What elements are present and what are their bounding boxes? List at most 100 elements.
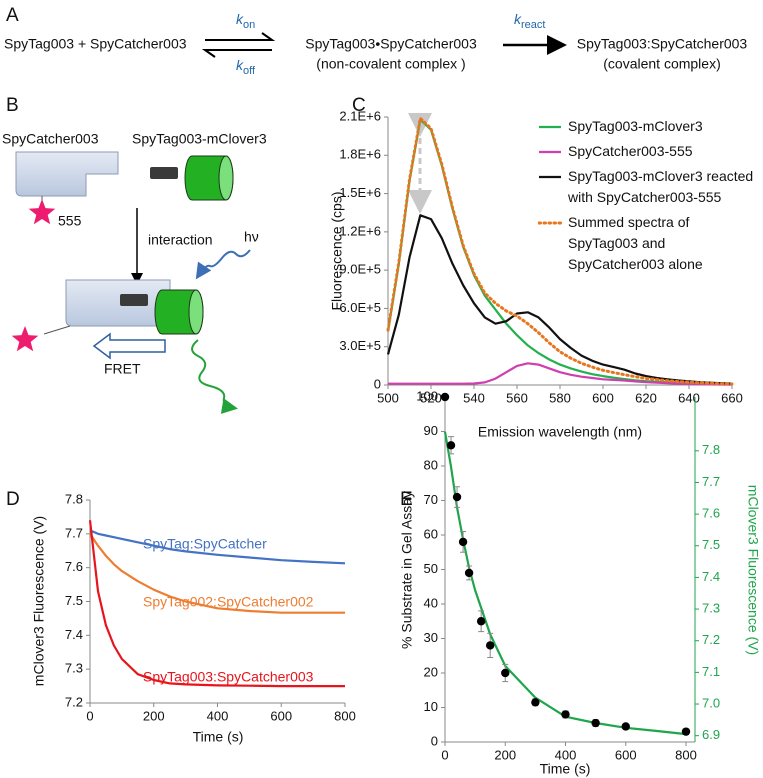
legend-swatch (539, 150, 561, 154)
legend-label: SpyTag003-mClover3 (568, 118, 703, 134)
data-point (458, 537, 468, 547)
scheme-noncovalent: SpyTag003•SpyCatcher003 (305, 36, 477, 52)
legend-swatch (539, 125, 561, 129)
x-axis-label: Time (s) (193, 729, 244, 745)
y-axis-label: Fluorescence (cps) (329, 191, 345, 310)
x-tick-label: 200 (143, 708, 165, 723)
dye-star (28, 199, 56, 225)
y-tick-label: 100 (416, 388, 438, 403)
y-tick-label: 30 (424, 630, 438, 645)
scheme-note: (covalent complex) (603, 56, 721, 72)
step-label: interaction (148, 232, 213, 248)
y2-tick-label: 7.1 (702, 664, 720, 679)
y-tick-label: 7.2 (65, 694, 83, 709)
y-tick-label: 7.3 (65, 661, 83, 676)
x-axis-label: Time (s) (540, 761, 591, 777)
x-tick-label: 200 (494, 747, 516, 762)
y-axis-label: % Substrate in Gel Assay (399, 491, 415, 649)
rate-constant: koff (236, 57, 256, 77)
y2-tick-label: 7.5 (702, 537, 720, 552)
legend-entry: SpyTag003-mClover3 reacted with SpyCatch… (538, 166, 763, 208)
scheme-reactants: SpyTag003 + SpyCatcher003 (4, 36, 187, 52)
x-tick-label: 640 (678, 390, 700, 405)
y2-tick-label: 7.3 (702, 601, 720, 616)
y-tick-label: 1.5E+6 (339, 185, 381, 200)
x-tick-label: 500 (377, 390, 399, 405)
y-tick-label: 2.1E+6 (339, 108, 381, 123)
y2-tick-label: 7.6 (702, 506, 720, 521)
panel-label: B (6, 95, 19, 116)
y-tick-label: 7.6 (65, 559, 83, 574)
x-tick-label: 400 (207, 708, 229, 723)
mclover3 (154, 289, 204, 335)
y-tick-label: 7.5 (65, 593, 83, 608)
series-line (386, 116, 734, 386)
x-tick-label: 0 (86, 708, 93, 723)
spytag (150, 167, 178, 179)
panel-label: A (6, 5, 19, 26)
rate-subscript: off (243, 65, 256, 77)
y-tick-label: 1.2E+6 (339, 223, 381, 238)
data-point (621, 722, 630, 731)
catcher-protein (65, 279, 171, 327)
data-point (561, 710, 570, 719)
data-point (476, 617, 486, 626)
catcher-protein (15, 151, 119, 197)
x-tick-label: 0 (441, 747, 448, 762)
y2-tick-label: 7.2 (702, 632, 720, 647)
mclover3 (184, 155, 234, 201)
series-line (388, 362, 733, 386)
x-tick-label: 600 (270, 708, 292, 723)
panel-label: D (6, 489, 20, 510)
legend-entry: SpyCatcher003-555 (538, 141, 763, 162)
x-tick-label: 600 (592, 390, 614, 405)
data-point (440, 392, 450, 402)
y-tick-label: 20 (424, 664, 438, 679)
series-line (88, 520, 345, 688)
x-tick-label: 560 (506, 390, 528, 405)
legend-entry: Summed spectra of SpyTag003 and SpyCatch… (538, 212, 763, 275)
y-tick-label: 3.0E+5 (339, 338, 381, 353)
scheme-note: (non-covalent complex ) (316, 56, 465, 72)
y2-tick-label: 7.7 (702, 474, 720, 489)
data-point (446, 441, 456, 450)
x-axis-label: Emission wavelength (nm) (478, 424, 642, 440)
y-tick-label: 1.8E+6 (339, 147, 381, 162)
data-point (501, 668, 510, 678)
y2-tick-label: 7.8 (702, 442, 720, 457)
legend: SpyTag003-mClover3 SpyCatcher003-555 SpyTa… (538, 116, 763, 279)
x-tick-label: 600 (615, 747, 637, 762)
legend-swatch (539, 175, 561, 179)
y-tick-label: 7.7 (65, 525, 83, 540)
rate-subscript: react (521, 19, 545, 31)
data-point (485, 641, 495, 650)
rate-symbol: k (236, 57, 244, 73)
spytag (120, 294, 148, 306)
series-line (89, 533, 345, 614)
x-tick-label: 660 (721, 390, 743, 405)
y-tick-label: 50 (424, 561, 438, 576)
linker (43, 325, 71, 335)
y-tick-label: 60 (424, 526, 438, 541)
y2-tick-label: 6.9 (702, 727, 720, 742)
legend-label: SpyCatcher003-555 (568, 143, 693, 159)
y-axis-label: mClover3 Fluorescence (V) (31, 516, 47, 686)
x-tick-label: 620 (635, 390, 657, 405)
legend-label: SpyTag003-mClover3 reacted with SpyCatch… (568, 168, 754, 205)
scheme-covalent: SpyTag003:SpyCatcher003 (577, 36, 748, 52)
y-tick-label: 90 (424, 423, 438, 438)
y-tick-label: 10 (424, 699, 438, 714)
series-label: SpyTag002:SpyCatcher002 (143, 594, 314, 610)
data-point (681, 727, 691, 736)
y-tick-label: 6.0E+5 (339, 300, 381, 315)
series-line (443, 431, 687, 736)
legend-swatch (538, 221, 562, 225)
data-point (464, 568, 474, 578)
y-tick-label: 7.8 (65, 491, 83, 506)
y-tick-label: 80 (424, 457, 438, 472)
panel-label: C (352, 95, 366, 116)
legend-label: Summed spectra of SpyTag003 and SpyCatch… (568, 214, 703, 272)
y-tick-label: 70 (424, 492, 438, 507)
